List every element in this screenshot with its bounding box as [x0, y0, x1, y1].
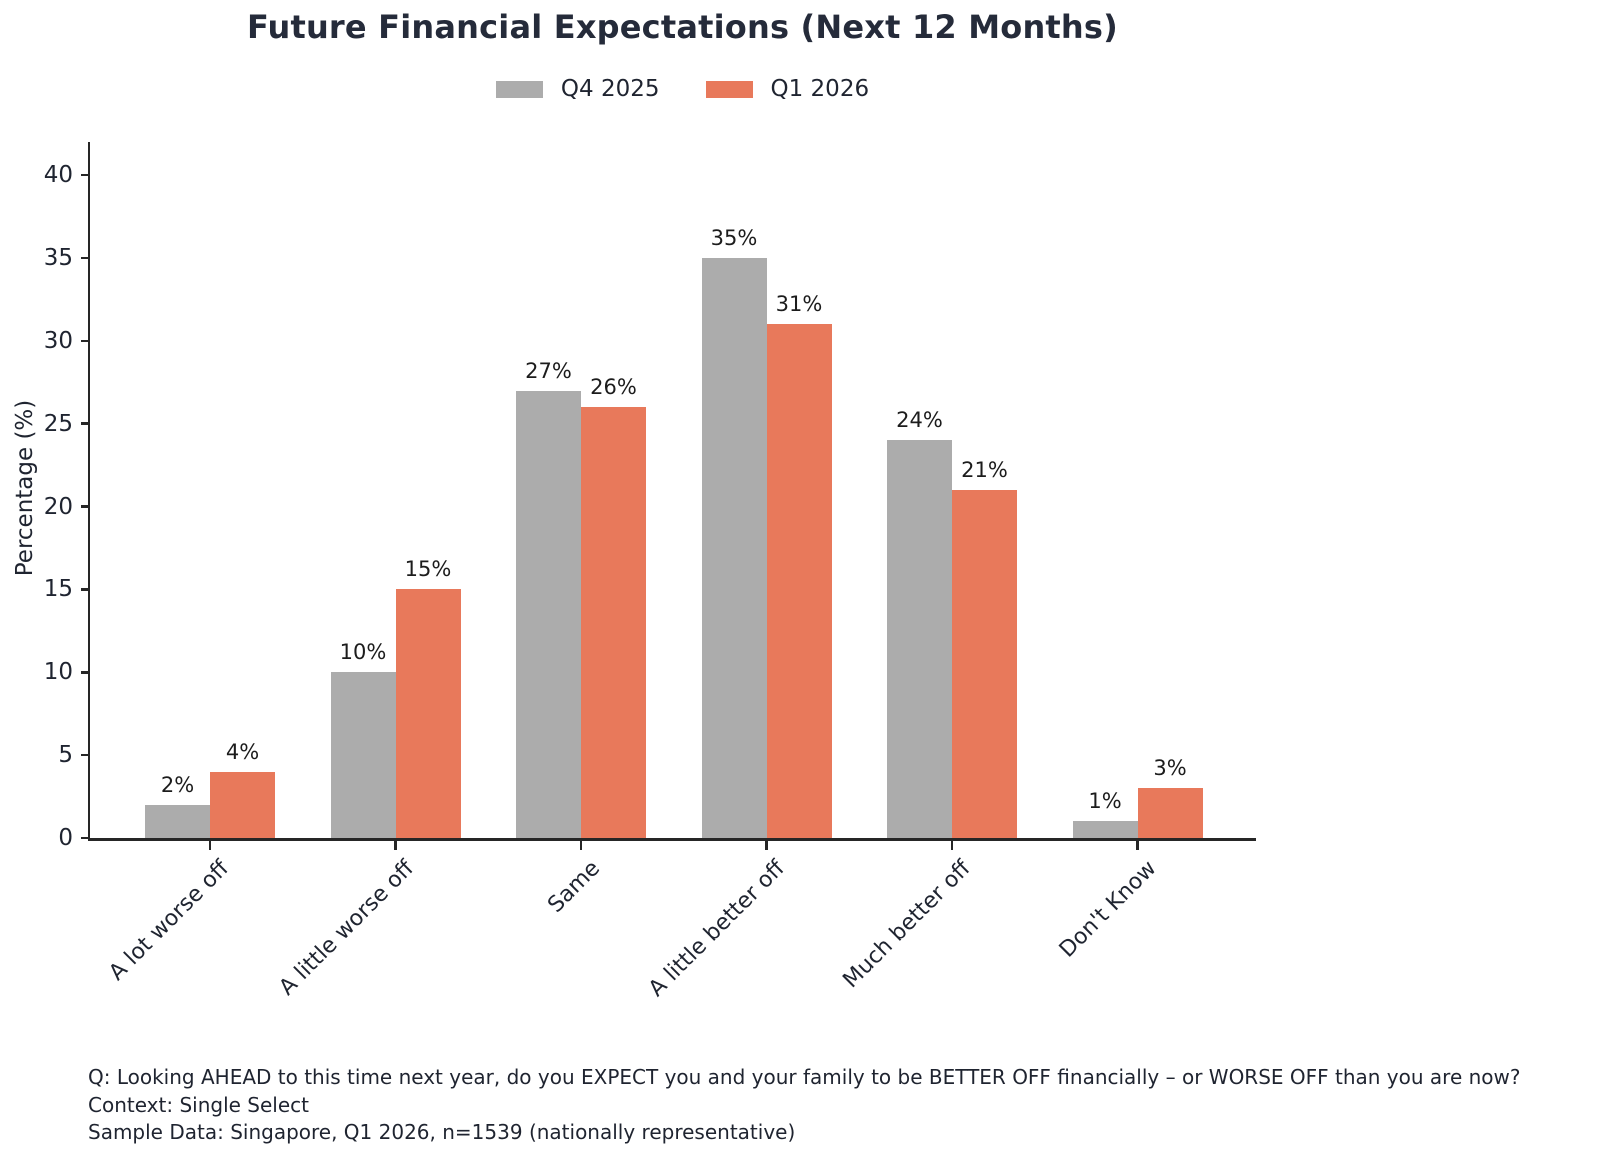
y-tick-mark — [81, 836, 90, 840]
legend-item-q1-2026: Q1 2026 — [705, 76, 870, 102]
bottom-spine — [87, 838, 1256, 841]
x-tick-label-a-lot-worse-off: A lot worse off — [104, 856, 234, 986]
legend-item-q4-2025: Q4 2025 — [495, 76, 660, 102]
bar-value-label: 31% — [775, 292, 823, 317]
y-tick-label: 0 — [58, 825, 73, 851]
bar-value-label: 1% — [1088, 789, 1122, 814]
plot-area: 2% 10% 27% 35% 24% 1% 4% 15% 26% 31% 21% 3% — [87, 142, 1256, 841]
bar-q4-2025-don-t-know — [1072, 821, 1138, 838]
bar-value-label: 27% — [525, 358, 572, 383]
y-axis: 0 5 10 15 20 25 30 35 40 — [0, 142, 90, 851]
x-tick-mark — [208, 840, 212, 850]
footer-notes: Q: Looking AHEAD to this time next year,… — [88, 1064, 1521, 1147]
y-tick-mark — [81, 588, 90, 591]
x-axis: A lot worse off A little worse off Same A l… — [90, 838, 1390, 1058]
x-tick-label-don-t-know: Don't Know — [1054, 856, 1162, 963]
bar-q1-2026-don-t-know — [1137, 788, 1203, 838]
bar-q4-2025-a-lot-worse-off — [145, 804, 210, 838]
bar-q4-2025-a-little-better-off — [701, 258, 767, 838]
x-tick-mark — [1136, 840, 1139, 850]
footer-sample: Sample Data: Singapore, Q1 2026, n=1539 … — [88, 1120, 796, 1144]
x-tick-mark — [579, 840, 583, 850]
x-tick-label-a-little-better-off: A little better off — [644, 856, 791, 1002]
x-tick-label-same: Same — [542, 856, 605, 918]
y-tick-mark — [81, 173, 90, 177]
legend: Q4 2025 Q1 2026 — [95, 76, 1270, 102]
y-tick-label: 25 — [43, 410, 73, 437]
bar-value-label: 10% — [339, 640, 387, 665]
legend-swatch-q4-2025 — [495, 80, 543, 98]
y-tick-mark — [81, 505, 90, 508]
y-tick-mark — [81, 671, 90, 674]
bar-q1-2026-a-little-better-off — [766, 324, 832, 838]
bar-q4-2025-much-better-off — [887, 440, 952, 838]
y-tick-label: 40 — [43, 162, 73, 189]
bar-q1-2026-much-better-off — [952, 490, 1017, 838]
y-tick-label: 15 — [43, 576, 73, 603]
bar-value-label: 26% — [590, 375, 637, 400]
y-tick-mark — [81, 339, 90, 343]
bar-value-label: 21% — [961, 458, 1008, 482]
footer-context: Context: Single Select — [88, 1092, 309, 1117]
x-tick-mark — [394, 840, 397, 850]
bar-q1-2026-a-lot-worse-off — [210, 771, 275, 838]
legend-swatch-q1-2026 — [705, 80, 753, 98]
y-tick-label: 5 — [58, 742, 73, 769]
bar-q4-2025-same — [516, 390, 581, 838]
x-tick-label-much-better-off: Much better off — [838, 856, 976, 994]
bar-value-label: 3% — [1153, 756, 1187, 781]
bar-value-label: 15% — [404, 557, 452, 582]
bar-value-label: 35% — [710, 226, 758, 250]
x-tick-mark — [765, 840, 768, 850]
bar-value-label: 24% — [896, 408, 943, 433]
y-tick-label: 30 — [43, 327, 73, 354]
x-tick-mark — [950, 840, 954, 850]
y-tick-mark — [81, 753, 90, 757]
y-tick-mark — [81, 256, 90, 260]
x-tick-label-a-little-worse-off: A little worse off — [274, 856, 420, 1001]
bar-q1-2026-same — [581, 407, 646, 838]
bar-value-label: 4% — [225, 739, 260, 764]
bar-value-label: 2% — [160, 772, 195, 797]
y-tick-label: 20 — [43, 493, 73, 520]
y-tick-mark — [81, 422, 90, 425]
bar-q1-2026-a-little-worse-off — [395, 589, 461, 838]
y-tick-label: 35 — [43, 245, 73, 271]
legend-label-q4-2025: Q4 2025 — [560, 76, 660, 102]
left-spine — [87, 142, 90, 838]
bar-q4-2025-a-little-worse-off — [330, 672, 396, 838]
y-tick-label: 10 — [43, 659, 73, 686]
footer-question: Q: Looking AHEAD to this time next year,… — [88, 1065, 1521, 1089]
legend-label-q1-2026: Q1 2026 — [770, 76, 870, 102]
chart-title: Future Financial Expectations (Next 12 M… — [247, 8, 1118, 46]
